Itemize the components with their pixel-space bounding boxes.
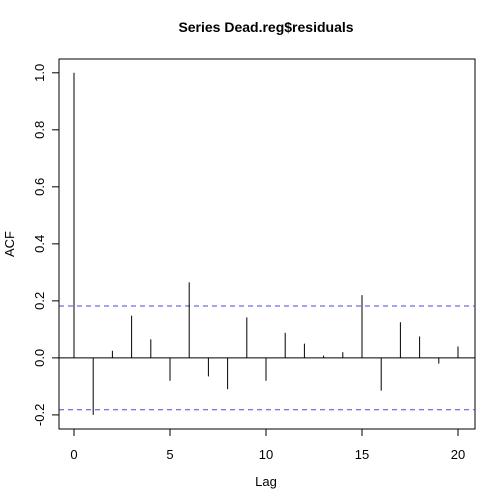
plot-frame — [58, 58, 476, 430]
y-axis: -0.2 0.0 0.2 0.4 0.6 0.8 1.0 — [32, 64, 60, 426]
y-axis-label: ACF — [2, 231, 17, 257]
x-tick-label: 0 — [70, 447, 77, 462]
y-tick-label: 0.2 — [32, 292, 47, 310]
x-axis-label: Lag — [255, 474, 277, 489]
x-axis: 0 5 10 15 20 — [70, 428, 465, 462]
y-tick-label: 1.0 — [32, 64, 47, 82]
chart-title: Series Dead.reg$residuals — [178, 19, 353, 35]
y-tick-label: 0.8 — [32, 121, 47, 139]
y-tick-label: 0.4 — [32, 235, 47, 253]
acf-bars — [73, 72, 459, 415]
x-tick-label: 5 — [166, 447, 173, 462]
x-tick-label: 10 — [259, 447, 273, 462]
confidence-bounds — [59, 305, 475, 411]
x-tick-label: 20 — [451, 447, 465, 462]
y-tick-label: -0.2 — [32, 404, 47, 426]
x-tick-label: 15 — [355, 447, 369, 462]
y-tick-label: 0.0 — [32, 349, 47, 367]
y-tick-label: 0.6 — [32, 178, 47, 196]
